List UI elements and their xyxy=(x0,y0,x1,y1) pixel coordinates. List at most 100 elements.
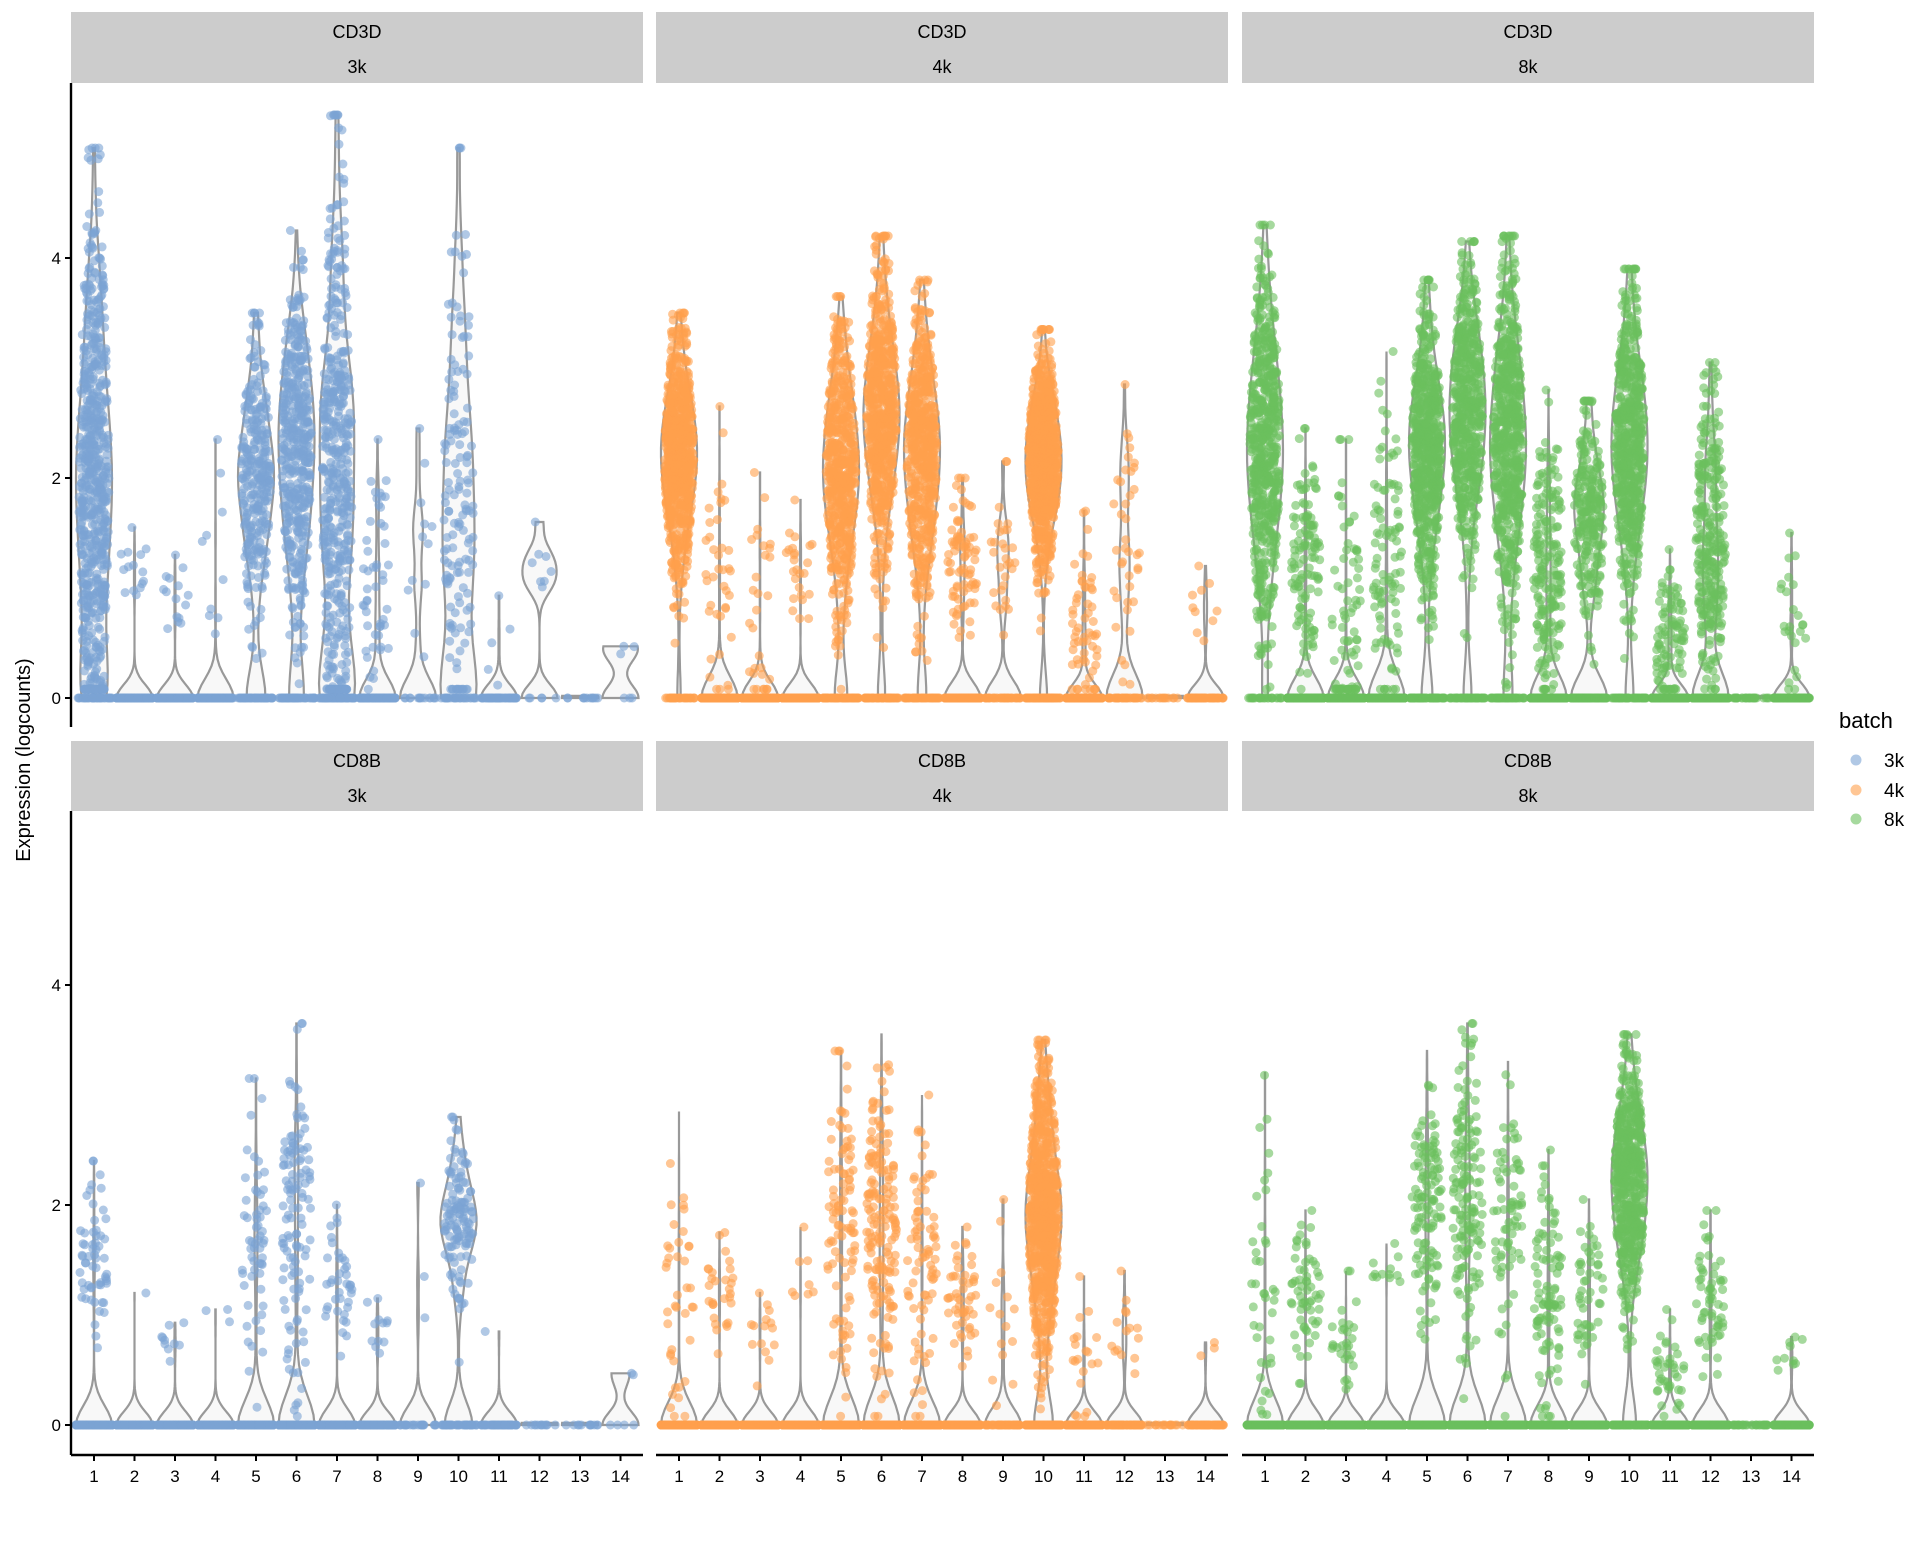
data-point xyxy=(452,231,461,240)
data-point xyxy=(683,432,692,441)
data-point xyxy=(500,694,509,703)
data-point xyxy=(416,498,425,507)
data-point xyxy=(101,633,110,642)
data-point xyxy=(670,506,679,515)
data-point xyxy=(619,642,628,651)
data-point xyxy=(342,658,351,667)
data-point xyxy=(289,425,298,434)
data-point xyxy=(335,598,344,607)
data-point xyxy=(321,550,330,559)
data-point xyxy=(363,621,372,630)
data-point xyxy=(344,468,353,477)
data-point xyxy=(464,321,473,330)
data-point xyxy=(330,294,339,303)
data-point xyxy=(335,236,344,245)
data-point xyxy=(79,596,88,605)
data-point xyxy=(420,459,429,468)
data-point xyxy=(97,494,106,503)
data-point xyxy=(95,383,104,392)
data-point xyxy=(153,694,162,703)
data-point xyxy=(78,550,87,559)
data-point xyxy=(682,356,691,365)
data-point xyxy=(261,556,270,565)
data-point xyxy=(294,333,303,342)
data-point xyxy=(250,363,259,372)
data-point xyxy=(339,433,348,442)
data-point xyxy=(97,601,106,610)
data-point xyxy=(294,295,303,304)
data-point xyxy=(374,694,383,703)
facet-strip-gene: CD3D xyxy=(917,22,966,42)
data-point xyxy=(463,476,472,485)
data-point xyxy=(94,442,103,451)
data-point xyxy=(335,609,344,618)
data-point xyxy=(183,694,192,703)
data-point xyxy=(323,313,332,322)
data-point xyxy=(163,624,172,633)
data-point xyxy=(324,570,333,579)
data-point xyxy=(451,459,460,468)
data-point xyxy=(86,238,95,247)
data-point xyxy=(343,581,352,590)
data-point xyxy=(362,607,371,616)
data-point xyxy=(552,694,561,703)
data-point xyxy=(456,694,465,703)
data-point xyxy=(291,568,300,577)
facet-strip-gene: CD3D xyxy=(332,22,381,42)
data-point xyxy=(96,150,105,159)
data-point xyxy=(384,561,393,570)
data-point xyxy=(341,444,350,453)
data-point xyxy=(83,423,92,432)
data-point xyxy=(666,446,675,455)
data-point xyxy=(324,353,333,362)
data-point xyxy=(159,585,168,594)
data-point xyxy=(128,523,137,532)
data-point xyxy=(445,653,454,662)
data-point xyxy=(286,226,295,235)
data-point xyxy=(444,394,453,403)
data-point xyxy=(260,497,269,506)
data-point xyxy=(452,426,461,435)
data-point xyxy=(80,666,89,675)
y-tick-label: 0 xyxy=(52,689,61,708)
data-point xyxy=(456,317,465,326)
data-point xyxy=(285,694,294,703)
violin-4 xyxy=(198,440,234,699)
data-point xyxy=(295,407,304,416)
data-point xyxy=(292,314,301,323)
data-point xyxy=(384,644,393,653)
data-point xyxy=(100,672,109,681)
data-point xyxy=(662,488,671,497)
data-point xyxy=(450,360,459,369)
data-point xyxy=(95,625,104,634)
data-point xyxy=(463,606,472,615)
data-point xyxy=(320,516,329,525)
data-point xyxy=(252,654,261,663)
data-point xyxy=(719,565,728,574)
data-point xyxy=(289,469,298,478)
data-point xyxy=(466,620,475,629)
data-point xyxy=(284,378,293,387)
data-point xyxy=(465,312,474,321)
data-point xyxy=(329,475,338,484)
data-point xyxy=(685,418,694,427)
data-point xyxy=(661,468,670,477)
data-point xyxy=(341,650,350,659)
data-point xyxy=(307,453,316,462)
data-point xyxy=(171,551,180,560)
data-point xyxy=(526,694,535,703)
data-point xyxy=(462,489,471,498)
data-point xyxy=(671,490,680,499)
data-point xyxy=(94,318,103,327)
data-point xyxy=(239,433,248,442)
data-point xyxy=(459,526,468,535)
data-point xyxy=(441,498,450,507)
data-point xyxy=(81,374,90,383)
data-point xyxy=(289,618,298,627)
data-point xyxy=(528,558,537,567)
data-point xyxy=(326,214,335,223)
facet-strip-batch: 3k xyxy=(347,57,367,77)
data-point xyxy=(138,567,147,576)
data-point xyxy=(262,485,271,494)
data-point xyxy=(455,568,464,577)
